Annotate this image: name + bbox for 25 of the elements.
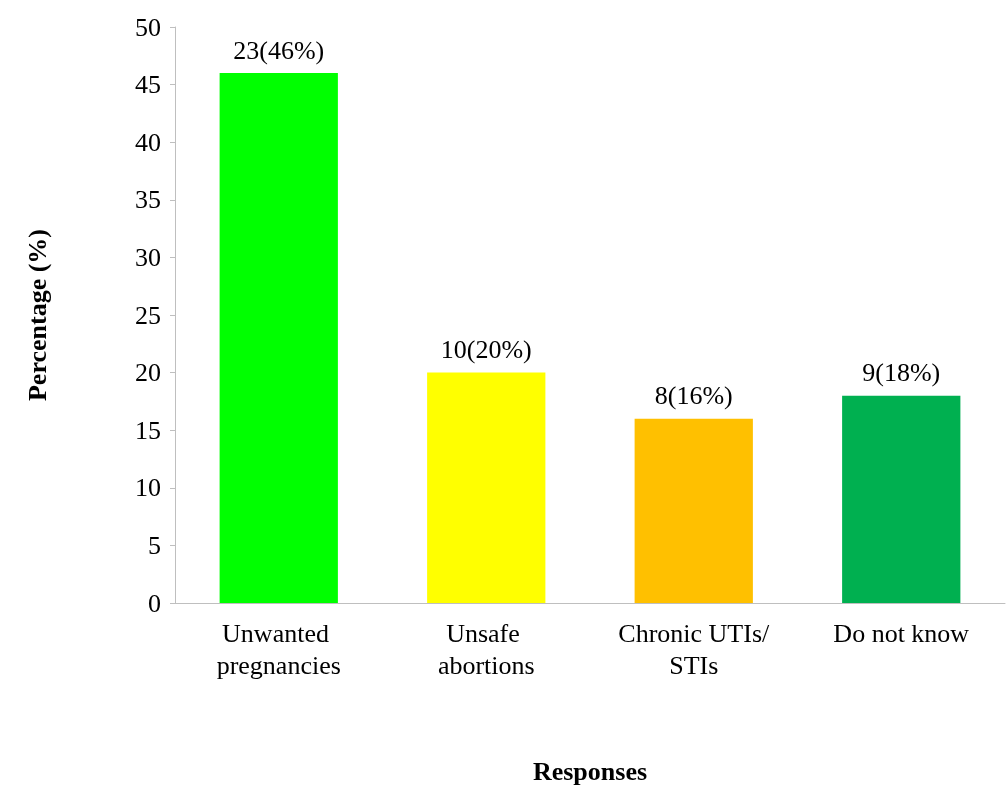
y-tick-label: 45 bbox=[135, 70, 161, 100]
y-tick-label: 30 bbox=[135, 242, 161, 272]
y-tick-label: 50 bbox=[135, 12, 161, 42]
y-tick-label: 10 bbox=[135, 473, 161, 503]
x-tick-label: Unsafe abortions bbox=[437, 618, 535, 680]
x-axis-title: Responses bbox=[532, 756, 648, 786]
data-label: 8(16%) bbox=[654, 381, 733, 411]
y-tick-label: 35 bbox=[135, 185, 161, 215]
data-label: 23(46%) bbox=[233, 35, 325, 65]
y-tick-label: 0 bbox=[148, 588, 161, 618]
y-axis-title: Percentage (%) bbox=[22, 228, 52, 402]
y-tick-label: 40 bbox=[135, 127, 161, 157]
bar bbox=[634, 418, 753, 603]
data-label: 10(20%) bbox=[440, 335, 532, 365]
x-tick-label: Unwanted pregnancies bbox=[216, 618, 341, 680]
y-tick-label: 25 bbox=[135, 300, 161, 330]
bar bbox=[842, 395, 961, 603]
bar bbox=[427, 372, 546, 603]
y-tick-label: 20 bbox=[135, 358, 161, 388]
bar bbox=[219, 73, 338, 603]
y-tick-label: 15 bbox=[135, 415, 161, 445]
x-tick-label: Chronic UTIs/STIs bbox=[618, 618, 770, 680]
data-label: 9(18%) bbox=[862, 358, 941, 388]
y-tick-label: 5 bbox=[148, 530, 161, 560]
x-tick-label: Do not know bbox=[833, 618, 970, 648]
